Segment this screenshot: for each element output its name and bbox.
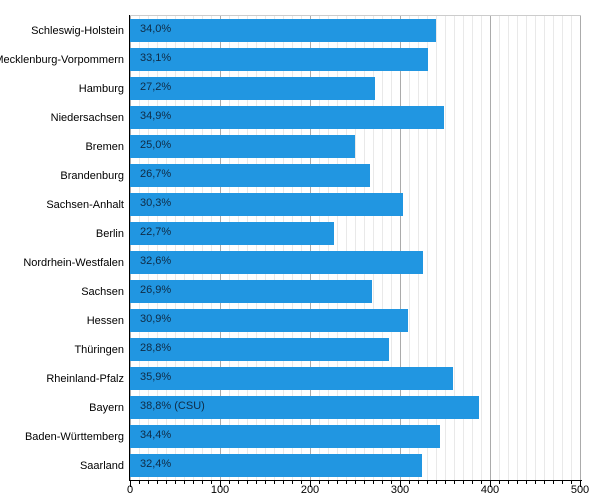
bar-value-label: 26,9%	[140, 284, 172, 296]
x-tick-label: 0	[126, 484, 134, 496]
category-label: Sachsen-Anhalt	[46, 198, 124, 211]
x-tick-label: 300	[390, 484, 410, 496]
bar: 30,9%	[130, 308, 409, 333]
bar-value-label: 34,4%	[140, 429, 172, 441]
category-label: Baden-Württemberg	[24, 430, 124, 443]
bar-value-label: 34,0%	[140, 23, 172, 35]
bar-value-label: 25,0%	[140, 139, 172, 151]
bar: 30,3%	[130, 192, 403, 217]
bar-value-label: 35,9%	[140, 371, 172, 383]
bar: 34,0%	[130, 18, 436, 43]
bar: 35,9%	[130, 366, 454, 391]
bar: 26,9%	[130, 279, 373, 304]
bar: 34,9%	[130, 105, 445, 130]
category-label: Brandenburg	[60, 169, 124, 182]
bar-value-label: 26,7%	[140, 168, 172, 180]
bar: 25,0%	[130, 134, 355, 159]
bar-value-label: 32,6%	[140, 255, 172, 267]
bar-value-label: 28,8%	[140, 342, 172, 354]
x-tick-label: 400	[480, 484, 500, 496]
bar-value-label: 30,9%	[140, 313, 172, 325]
category-label: Schleswig-Holstein	[31, 24, 124, 37]
bar-value-label: 22,7%	[140, 226, 172, 238]
category-label: Thüringen	[74, 343, 124, 356]
x-tick-label: 200	[300, 484, 320, 496]
category-label: Rheinland-Pfalz	[46, 372, 124, 385]
bar-value-label: 38,8% (CSU)	[140, 400, 205, 412]
category-label: Saarland	[79, 459, 124, 472]
bar: 38,8% (CSU)	[130, 395, 480, 420]
bar: 32,4%	[130, 453, 422, 478]
bar: 32,6%	[130, 250, 424, 275]
category-label: Nordrhein-Westfalen	[23, 256, 124, 269]
category-label: Bayern	[89, 401, 124, 414]
bar-value-label: 34,9%	[140, 110, 172, 122]
category-label: Sachsen	[81, 285, 124, 298]
category-label: Bremen	[85, 140, 124, 153]
category-label: Berlin	[95, 227, 124, 240]
category-label: Hamburg	[78, 82, 124, 95]
x-tick-label: 100	[210, 484, 230, 496]
category-label: Niedersachsen	[50, 111, 124, 124]
bar: 26,7%	[130, 163, 371, 188]
bar-value-label: 27,2%	[140, 81, 172, 93]
bar: 28,8%	[130, 337, 390, 362]
bar: 34,4%	[130, 424, 440, 449]
category-label: Hessen	[86, 314, 124, 327]
bar: 27,2%	[130, 76, 375, 101]
bar-value-label: 32,4%	[140, 458, 172, 470]
y-axis-line	[129, 15, 130, 480]
x-tick-label: 500	[570, 484, 590, 496]
x-axis-major-ticks	[130, 481, 581, 487]
bar-value-label: 30,3%	[140, 197, 172, 209]
plot-area: 34,0% 33,1% 27,2% 34,9% 25,0% 26,7% 30,3% 22,7%…	[130, 15, 581, 480]
bar-value-label: 33,1%	[140, 52, 172, 64]
category-label: Mecklenburg-Vorpommern	[0, 53, 124, 66]
x-axis-line	[129, 480, 582, 481]
bar: 22,7%	[130, 221, 335, 246]
bar: 33,1%	[130, 47, 428, 72]
